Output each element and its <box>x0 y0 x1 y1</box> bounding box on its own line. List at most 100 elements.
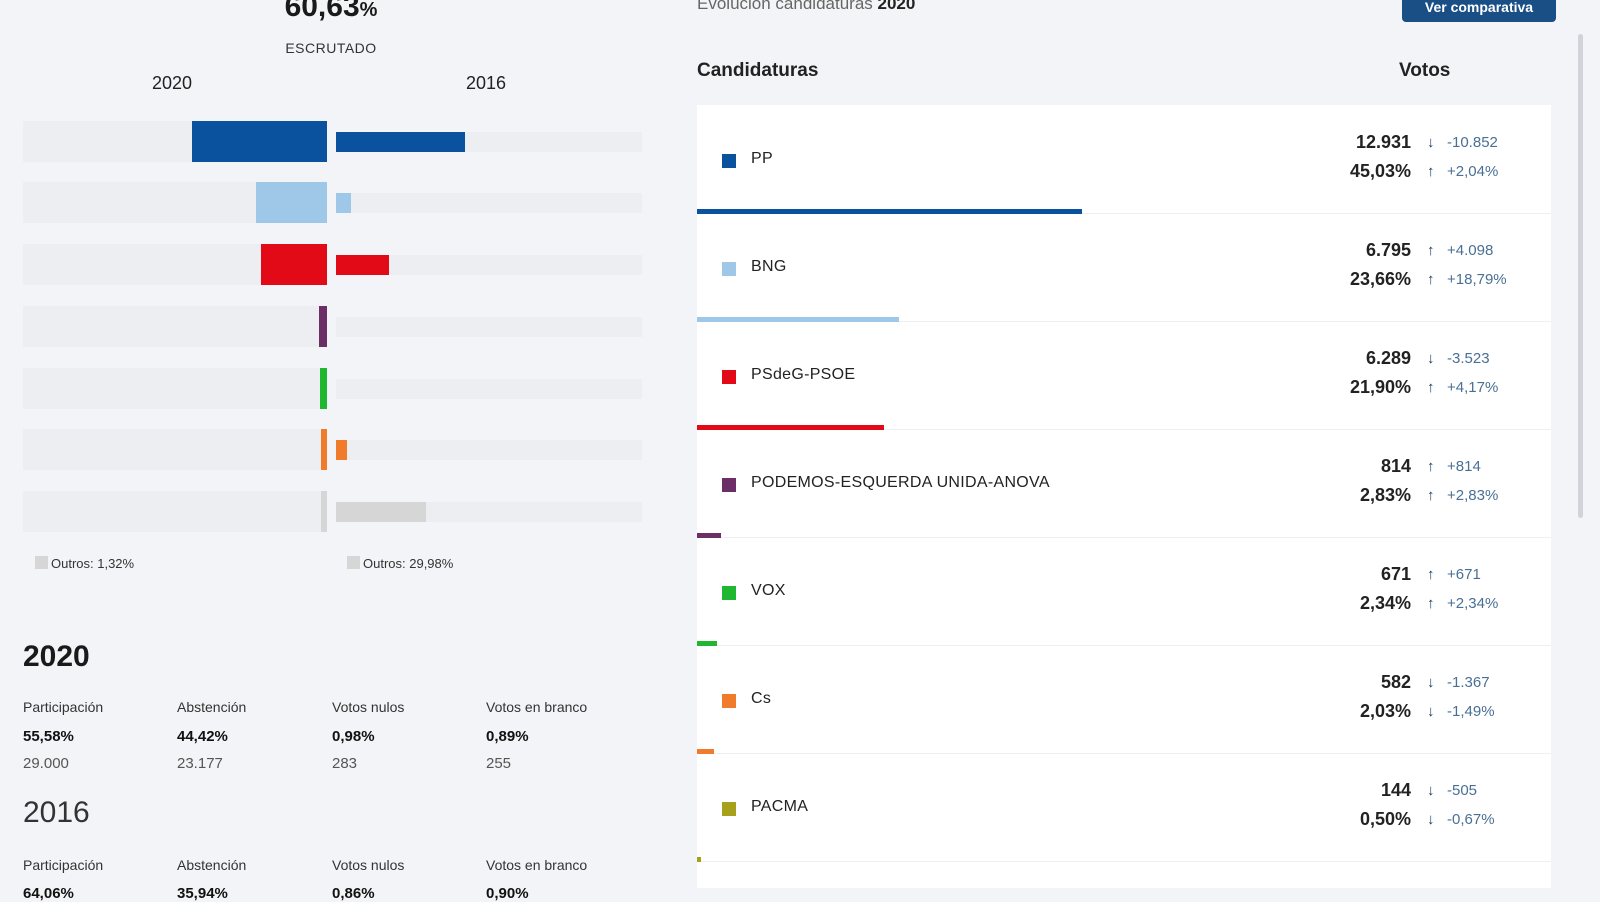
track-2020 <box>23 491 327 532</box>
change-value: +18,79% <box>1447 271 1507 288</box>
party-color-swatch <box>722 586 736 600</box>
vote-count-change: ↓ -3.523 <box>1427 350 1490 367</box>
scrutiny-label: ESCRUTADO <box>285 40 377 56</box>
arrow-up-icon: ↑ <box>1427 566 1435 583</box>
arrow-down-icon: ↓ <box>1427 674 1435 691</box>
scrutiny-value: 60,63% <box>284 0 378 23</box>
candidate-row-vox[interactable]: VOX 671 2,34% ↑ +671 ↑ +2,34% <box>697 537 1551 646</box>
stat-label: Votos nulos <box>332 857 405 873</box>
arrow-down-icon: ↓ <box>1427 782 1435 799</box>
arrow-down-icon: ↓ <box>1427 811 1435 828</box>
track-2020 <box>23 306 327 347</box>
evolution-title: Evolución candidaturas 2020 <box>697 0 916 13</box>
change-value: +671 <box>1447 566 1481 583</box>
candidate-row-pp[interactable]: PP 12.931 45,03% ↓ -10.852 ↑ +2,04% <box>697 105 1551 214</box>
stat-label: Participación <box>23 857 104 873</box>
vote-count: 144 <box>1380 780 1411 800</box>
bar-2020-vox[interactable] <box>319 368 327 409</box>
track-2016 <box>336 440 642 460</box>
stat-percentage: 55,58% <box>23 728 74 745</box>
stat-label: Participación <box>23 699 104 715</box>
candidate-row-cs[interactable]: Cs 582 2,03% ↓ -1.367 ↓ -1,49% <box>697 645 1551 754</box>
change-value: -10.852 <box>1447 134 1498 151</box>
arrow-down-icon: ↓ <box>1427 134 1435 151</box>
stat-percentage: 35,94% <box>177 885 228 902</box>
party-name: PACMA <box>751 798 809 815</box>
party-name: PODEMOS-ESQUERDA UNIDA-ANOVA <box>751 474 1050 491</box>
vote-percentage: 21,90% <box>1349 377 1411 397</box>
vote-count-change: ↓ -1.367 <box>1427 674 1490 691</box>
percentage-change: ↓ -0,67% <box>1427 811 1495 828</box>
change-value: -1.367 <box>1447 674 1490 691</box>
bar-2016-pp[interactable] <box>336 132 465 152</box>
candidate-row-psdeg-psoe[interactable]: PSdeG-PSOE 6.289 21,90% ↓ -3.523 ↑ +4,17% <box>697 321 1551 430</box>
vote-count: 671 <box>1380 564 1411 584</box>
party-name: PP <box>751 150 773 167</box>
year-2016-header: 2016 <box>466 73 507 93</box>
vote-percentage: 0,50% <box>1359 809 1411 829</box>
party-color-swatch <box>722 370 736 384</box>
arrow-up-icon: ↑ <box>1427 271 1435 288</box>
vote-percentage: 23,66% <box>1349 269 1411 289</box>
bar-2020-psdeg-psoe[interactable] <box>261 244 327 285</box>
change-value: +814 <box>1447 458 1481 475</box>
candidates-column-header: Candidaturas <box>697 60 819 81</box>
bar-2016-others[interactable] <box>336 502 426 522</box>
stat-percentage: 44,42% <box>177 728 228 745</box>
track-2016 <box>336 193 642 213</box>
percentage-change: ↑ +2,83% <box>1427 487 1498 504</box>
candidate-row-pacma[interactable]: PACMA 144 0,50% ↓ -505 ↓ -0,67% <box>697 753 1551 862</box>
stat-percentage: 64,06% <box>23 885 74 902</box>
bar-2020-others[interactable] <box>321 491 327 532</box>
bar-2020-podemos-esquerda-unida-anova[interactable] <box>318 306 327 347</box>
change-value: +4.098 <box>1447 242 1494 259</box>
scrollbar[interactable] <box>1578 34 1583 518</box>
change-value: -3.523 <box>1447 350 1490 367</box>
bar-2020-bng[interactable] <box>256 182 327 223</box>
stats-2020-title: 2020 <box>23 640 90 673</box>
vote-count-change: ↓ -10.852 <box>1427 134 1498 151</box>
party-name: BNG <box>751 258 787 275</box>
change-value: -1,49% <box>1447 703 1495 720</box>
stat-label: Votos nulos <box>332 699 405 715</box>
vote-share-bar <box>697 209 1082 214</box>
party-color-swatch <box>722 802 736 816</box>
compare-button[interactable]: Ver comparativa <box>1402 0 1556 22</box>
bar-2020-cs[interactable] <box>320 429 327 470</box>
candidate-row-podemos-esquerda-unida-anova[interactable]: PODEMOS-ESQUERDA UNIDA-ANOVA 814 2,83% ↑ +81… <box>697 429 1551 538</box>
vote-count-change: ↓ -505 <box>1427 782 1477 799</box>
bar-2016-psdeg-psoe[interactable] <box>336 255 390 275</box>
others-swatch <box>347 556 360 569</box>
others-2020: Outros: 1,32% <box>35 556 134 571</box>
bar-2020-pp[interactable] <box>191 121 327 162</box>
bar-2016-cs[interactable] <box>336 440 347 460</box>
vote-share-bar <box>697 533 722 538</box>
change-value: +2,04% <box>1447 163 1499 180</box>
vote-percentage: 45,03% <box>1349 161 1411 181</box>
vote-percentage: 2,34% <box>1359 593 1411 613</box>
bar-2016-bng[interactable] <box>336 193 351 213</box>
year-2020-header: 2020 <box>152 73 193 93</box>
stat-percentage: 0,86% <box>332 885 375 902</box>
party-name: PSdeG-PSOE <box>751 366 856 383</box>
vote-percentage: 2,83% <box>1359 485 1411 505</box>
stat-count: 255 <box>486 755 512 772</box>
arrow-up-icon: ↑ <box>1427 487 1435 504</box>
stat-count: 283 <box>332 755 358 772</box>
percentage-change: ↑ +2,04% <box>1427 163 1498 180</box>
percentage-change: ↑ +2,34% <box>1427 595 1498 612</box>
track-2020 <box>23 429 327 470</box>
arrow-up-icon: ↑ <box>1427 379 1435 396</box>
vote-count: 582 <box>1380 672 1411 692</box>
candidate-row-bng[interactable]: BNG 6.795 23,66% ↑ +4.098 ↑ +18,79% <box>697 213 1551 322</box>
vote-count: 6.795 <box>1365 240 1411 260</box>
party-color-swatch <box>722 478 736 492</box>
arrow-down-icon: ↓ <box>1427 350 1435 367</box>
party-name: Cs <box>751 690 772 707</box>
change-value: +2,34% <box>1447 595 1499 612</box>
vote-count-change: ↑ +4.098 <box>1427 242 1493 259</box>
arrow-up-icon: ↑ <box>1427 163 1435 180</box>
change-value: +2,83% <box>1447 487 1499 504</box>
party-color-swatch <box>722 154 736 168</box>
change-value: -0,67% <box>1447 811 1495 828</box>
